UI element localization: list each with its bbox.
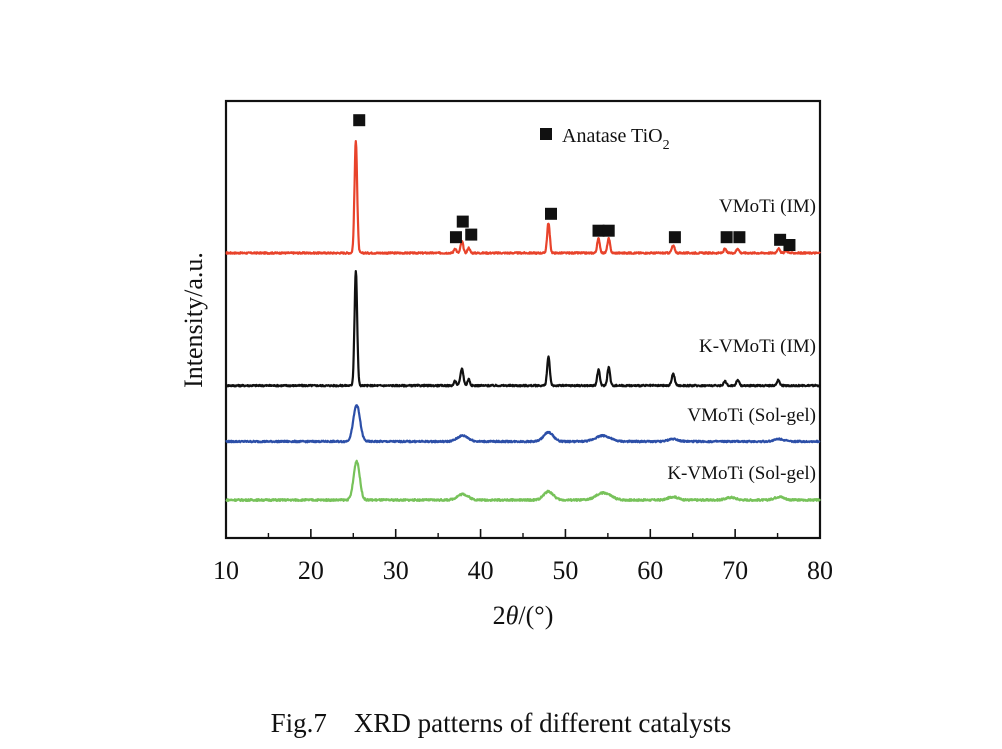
x-axis-title-pre: 2	[493, 601, 506, 630]
anatase-marker	[668, 231, 681, 244]
x-tick-label: 70	[722, 556, 748, 585]
series-line	[225, 140, 821, 255]
x-axis-ticks: 10 20 30 40 50 60 70 80	[213, 529, 833, 585]
figure-caption: Fig.7 XRD patterns of different catalyst…	[270, 708, 732, 738]
anatase-marker	[733, 231, 746, 244]
series-labels: VMoTi (IM) K-VMoTi (IM) VMoTi (Sol-gel) K-V…	[667, 196, 816, 484]
anatase-marker	[783, 239, 796, 251]
series-line	[225, 404, 821, 444]
anatase-markers	[353, 114, 796, 251]
legend-label-main: Anatase TiO	[562, 125, 663, 147]
series-label: K-VMoTi (Sol-gel)	[667, 463, 816, 484]
series-label: VMoTi (IM)	[719, 196, 816, 217]
anatase-marker	[456, 215, 469, 228]
legend-marker	[540, 128, 552, 140]
legend-label: Anatase TiO2	[562, 125, 670, 153]
series-label: VMoTi (Sol-gel)	[687, 405, 816, 426]
x-tick-label: 10	[213, 556, 239, 585]
series-label: K-VMoTi (IM)	[699, 336, 816, 357]
x-axis-title-post: /(°)	[518, 601, 553, 630]
x-tick-label: 50	[552, 556, 578, 585]
anatase-marker	[592, 224, 605, 237]
series-lines	[224, 140, 822, 502]
anatase-marker	[602, 224, 615, 237]
xrd-chart: 10 20 30 40 50 60 70 80 VMoTi (IM)K-VMoTi (IM)V…	[179, 99, 833, 630]
y-axis-title: Intensity/a.u.	[179, 252, 208, 388]
x-tick-label: 30	[383, 556, 409, 585]
anatase-marker	[774, 233, 787, 246]
x-tick-label: 80	[807, 556, 833, 585]
x-axis-title: 2θ/(°)	[493, 601, 554, 630]
anatase-marker	[545, 207, 558, 220]
anatase-marker	[720, 231, 733, 244]
series-line	[224, 270, 822, 388]
x-tick-label: 40	[468, 556, 494, 585]
x-tick-label: 60	[637, 556, 663, 585]
anatase-marker	[465, 228, 478, 241]
x-tick-label: 20	[298, 556, 324, 585]
anatase-marker	[353, 114, 366, 127]
anatase-marker	[449, 231, 462, 244]
series-line	[225, 459, 822, 502]
legend-label-sub: 2	[663, 138, 670, 153]
x-axis-title-theta: θ	[506, 601, 519, 630]
legend: Anatase TiO2	[540, 125, 670, 153]
